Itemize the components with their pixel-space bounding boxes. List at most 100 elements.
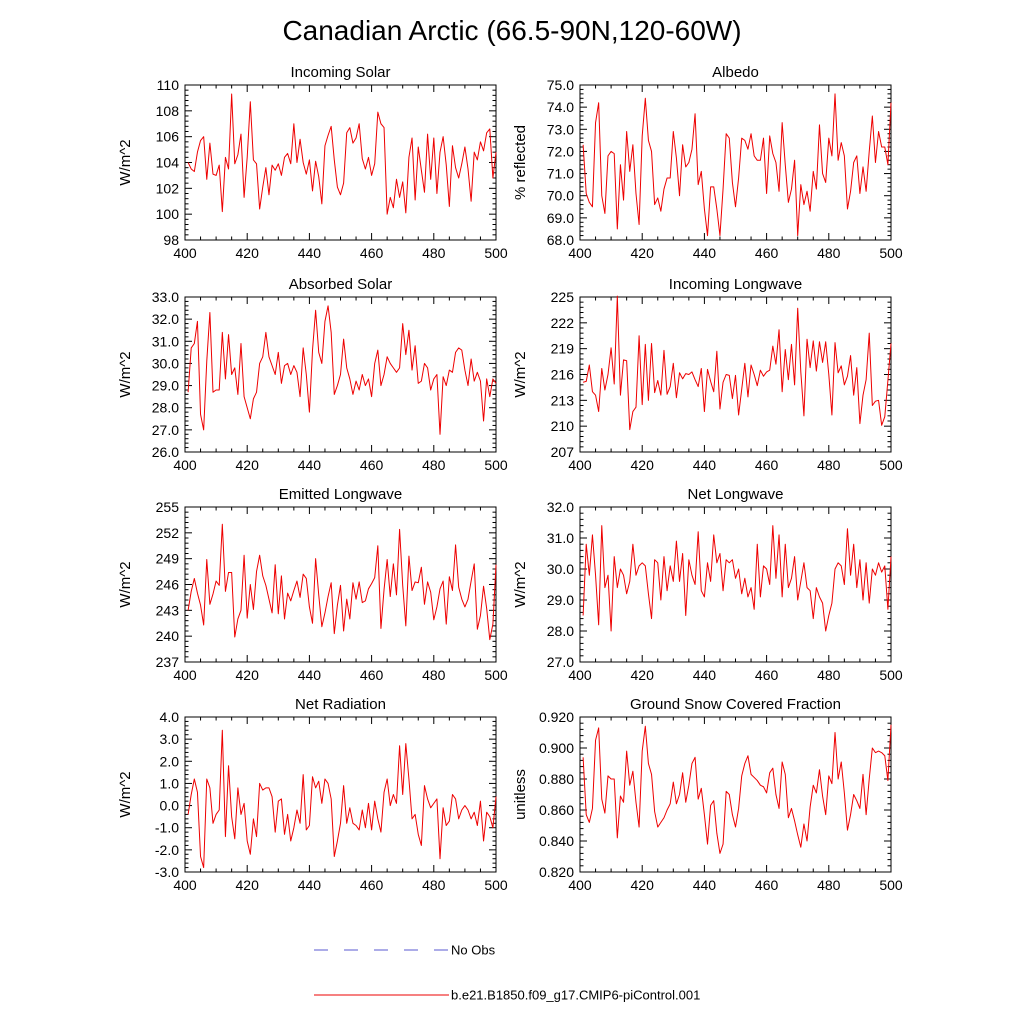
panel-8: Ground Snow Covered Fraction unitless 400 4… bbox=[512, 696, 903, 893]
x-tick-label: 400 bbox=[568, 245, 592, 261]
y-tick-label: 26.0 bbox=[152, 444, 179, 460]
x-tick-label: 500 bbox=[484, 877, 508, 893]
x-tick-label: 500 bbox=[879, 245, 903, 261]
x-tick-label: 480 bbox=[422, 877, 446, 893]
panel-6: Net Longwave W/m^2 400 420 440 460 480 500 27.0 2… bbox=[512, 486, 903, 683]
x-tick-label: 480 bbox=[422, 457, 446, 473]
y-tick-label: 207 bbox=[551, 444, 575, 460]
y-tick-label: -1.0 bbox=[155, 820, 179, 836]
x-tick-label: 420 bbox=[631, 667, 655, 683]
y-tick-label: 74.0 bbox=[547, 99, 574, 115]
panel-title: Net Longwave bbox=[688, 486, 784, 503]
y-tick-label: 225 bbox=[551, 289, 575, 305]
y-tick-label: 32.0 bbox=[152, 311, 179, 327]
y-tick-label: 30.0 bbox=[152, 355, 179, 371]
x-tick-label: 460 bbox=[755, 457, 779, 473]
y-tick-label: 69.0 bbox=[547, 210, 574, 226]
y-tick-label: 219 bbox=[551, 341, 575, 357]
x-tick-label: 420 bbox=[236, 667, 260, 683]
figure-title: Canadian Arctic (66.5-90N,120-60W) bbox=[282, 15, 741, 46]
x-tick-label: 460 bbox=[755, 667, 779, 683]
y-tick-label: 216 bbox=[551, 367, 575, 383]
x-tick-label: 440 bbox=[298, 457, 322, 473]
y-tick-label: 75.0 bbox=[547, 77, 574, 93]
x-tick-label: 400 bbox=[173, 667, 197, 683]
y-axis-label: % reflected bbox=[512, 125, 529, 200]
legend-model-label: b.e21.B1850.f09_g17.CMIP6-piControl.001 bbox=[451, 988, 700, 1003]
y-tick-label: 240 bbox=[156, 628, 180, 644]
x-tick-label: 400 bbox=[173, 245, 197, 261]
y-tick-label: 31.0 bbox=[547, 530, 574, 546]
x-tick-label: 400 bbox=[173, 457, 197, 473]
x-tick-label: 440 bbox=[693, 877, 717, 893]
y-tick-label: 71.0 bbox=[547, 166, 574, 182]
x-tick-label: 460 bbox=[360, 245, 384, 261]
x-tick-label: 420 bbox=[631, 877, 655, 893]
x-tick-label: 500 bbox=[484, 457, 508, 473]
x-tick-label: 460 bbox=[755, 245, 779, 261]
y-tick-label: 0.840 bbox=[539, 833, 574, 849]
series-line bbox=[582, 525, 892, 632]
x-tick-label: 500 bbox=[879, 877, 903, 893]
y-tick-label: -2.0 bbox=[155, 842, 179, 858]
y-tick-label: 68.0 bbox=[547, 232, 574, 248]
series-line bbox=[187, 523, 497, 641]
x-tick-label: 460 bbox=[360, 877, 384, 893]
y-tick-label: 0.900 bbox=[539, 740, 574, 756]
x-tick-label: 480 bbox=[422, 245, 446, 261]
y-tick-label: 29.0 bbox=[152, 378, 179, 394]
y-tick-label: 30.0 bbox=[547, 561, 574, 577]
y-tick-label: 2.0 bbox=[160, 753, 180, 769]
y-tick-label: -3.0 bbox=[155, 864, 179, 880]
y-tick-label: 0.860 bbox=[539, 802, 574, 818]
y-tick-label: 102 bbox=[156, 180, 180, 196]
panels: Incoming Solar W/m^2 400 420 440 460 480 500 98 1… bbox=[117, 64, 903, 893]
panel-title: Net Radiation bbox=[295, 696, 386, 713]
y-axis-label: W/m^2 bbox=[117, 351, 134, 397]
series-line bbox=[582, 724, 892, 854]
panel-2: Albedo % reflected 400 420 440 460 480 500 68.0 6… bbox=[512, 64, 903, 261]
x-tick-label: 500 bbox=[879, 457, 903, 473]
plot-frame bbox=[184, 716, 497, 873]
x-tick-label: 440 bbox=[693, 245, 717, 261]
y-tick-label: 213 bbox=[551, 392, 575, 408]
y-tick-label: 98 bbox=[163, 232, 179, 248]
y-tick-label: 237 bbox=[156, 654, 180, 670]
y-tick-label: 243 bbox=[156, 602, 180, 618]
x-tick-label: 420 bbox=[631, 245, 655, 261]
panel-7: Net Radiation W/m^2 400 420 440 460 480 500 -3.0… bbox=[117, 696, 508, 893]
x-tick-label: 460 bbox=[360, 667, 384, 683]
x-tick-label: 480 bbox=[422, 667, 446, 683]
legend: No Obs b.e21.B1850.f09_g17.CMIP6-piContr… bbox=[314, 943, 700, 1003]
y-tick-label: 73.0 bbox=[547, 121, 574, 137]
plot-frame bbox=[184, 506, 497, 663]
y-tick-label: 3.0 bbox=[160, 731, 180, 747]
y-tick-label: 108 bbox=[156, 103, 180, 119]
y-axis-label: W/m^2 bbox=[512, 351, 529, 397]
y-axis-label: W/m^2 bbox=[512, 561, 529, 607]
y-tick-label: 0.880 bbox=[539, 771, 574, 787]
y-tick-label: 0.920 bbox=[539, 709, 574, 725]
x-tick-label: 500 bbox=[484, 245, 508, 261]
y-tick-label: 210 bbox=[551, 418, 575, 434]
x-tick-label: 420 bbox=[236, 877, 260, 893]
y-tick-label: 104 bbox=[156, 155, 180, 171]
x-tick-label: 480 bbox=[817, 245, 841, 261]
series-line bbox=[582, 295, 892, 431]
panel-title: Ground Snow Covered Fraction bbox=[630, 696, 841, 713]
series-line bbox=[187, 93, 497, 215]
x-tick-label: 440 bbox=[693, 667, 717, 683]
x-tick-label: 420 bbox=[236, 245, 260, 261]
y-tick-label: 222 bbox=[551, 315, 575, 331]
panel-5: Emitted Longwave W/m^2 400 420 440 460 480 500 2… bbox=[117, 486, 508, 683]
y-tick-label: 70.0 bbox=[547, 188, 574, 204]
y-tick-label: 0.820 bbox=[539, 864, 574, 880]
y-tick-label: 246 bbox=[156, 577, 180, 593]
x-tick-label: 480 bbox=[817, 667, 841, 683]
x-tick-label: 500 bbox=[484, 667, 508, 683]
panel-1: Incoming Solar W/m^2 400 420 440 460 480 500 98 1… bbox=[117, 64, 508, 261]
panel-title: Incoming Longwave bbox=[669, 276, 802, 293]
panel-title: Incoming Solar bbox=[290, 64, 390, 81]
plot-frame bbox=[184, 84, 497, 241]
